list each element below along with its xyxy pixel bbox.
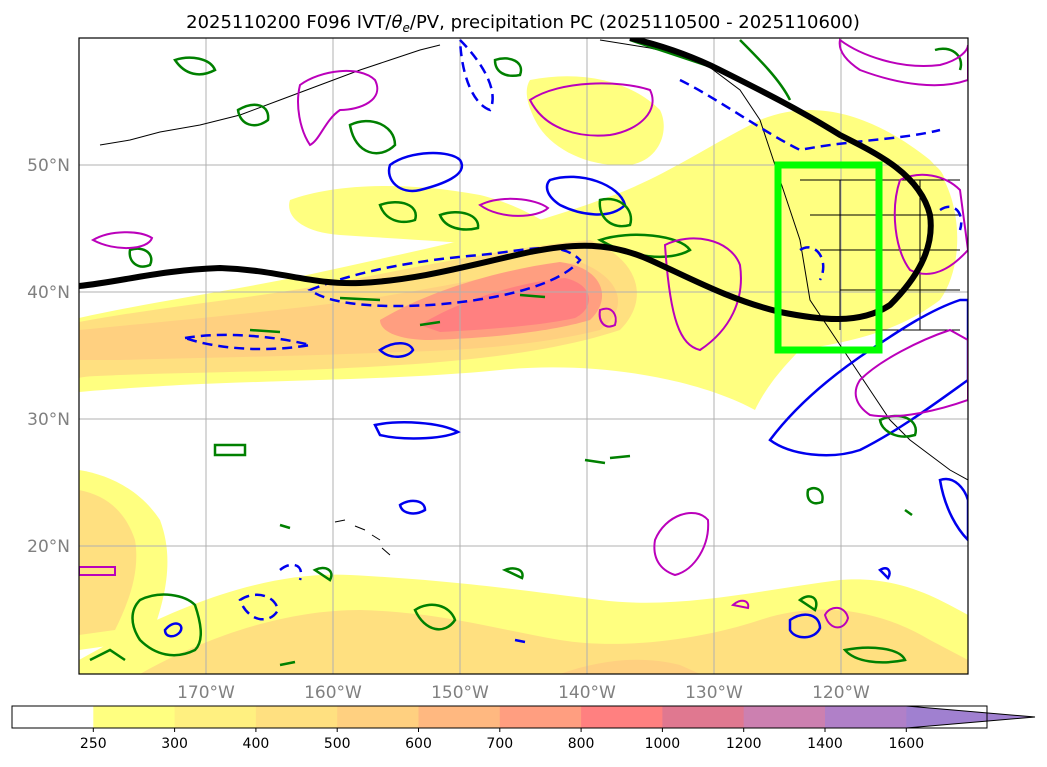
figure-title: 2025110200 F096 IVT/θe/PV, precipitation…	[186, 12, 860, 35]
colorbar-tick-label: 1000	[645, 736, 681, 752]
theta-e-contours	[163, 151, 968, 644]
lon-label: 140°W	[558, 683, 616, 703]
lon-label: 120°W	[812, 683, 870, 703]
lon-label: 160°W	[304, 683, 362, 703]
colorbar-tick-label: 1200	[726, 736, 762, 752]
colorbar-segment	[174, 706, 257, 728]
colorbar-tick-label: 500	[324, 736, 351, 752]
colorbar-tick-label: 1400	[807, 736, 843, 752]
colorbar-segment	[581, 706, 663, 728]
lat-label: 50°N	[27, 156, 70, 176]
colorbar-segment	[418, 706, 501, 728]
jet-axis-line	[79, 38, 934, 322]
lat-labels: 50°N 40°N 30°N 20°N	[27, 156, 70, 557]
colorbar-segment	[499, 706, 582, 728]
lon-labels: 170°W 160°W 150°W 140°W 130°W 120°W	[177, 683, 870, 703]
colorbar-segment	[93, 706, 176, 728]
highlight-box	[774, 161, 883, 354]
colorbar-segment	[662, 706, 745, 728]
graticule	[79, 38, 968, 674]
colorbar-extend-arrow	[906, 705, 1036, 729]
ivt-shading	[79, 76, 968, 674]
lon-label: 170°W	[177, 683, 235, 703]
colorbar-tick-label: 800	[568, 736, 595, 752]
colorbar-segment	[337, 706, 419, 728]
lon-label: 130°W	[685, 683, 743, 703]
colorbar-ticks: 250 300 400 500 600 700 800 1000 1200 1400 1600	[80, 728, 924, 752]
colorbar-segment	[825, 706, 907, 728]
colorbar: 250 300 400 500 600 700 800 1000 1200 1400 1600	[11, 705, 1036, 752]
colorbar-tick-label: 1600	[888, 736, 924, 752]
colorbar-segment	[12, 706, 94, 728]
colorbar-tick-label: 600	[405, 736, 432, 752]
colorbar-tick-label: 300	[161, 736, 188, 752]
map-panel	[79, 38, 968, 674]
colorbar-segment	[743, 706, 826, 728]
colorbar-segment	[255, 706, 338, 728]
colorbar-segments	[12, 706, 907, 728]
precip-contours	[79, 38, 968, 629]
lat-label: 40°N	[27, 283, 70, 303]
lon-label: 150°W	[431, 683, 489, 703]
lat-label: 20°N	[27, 537, 70, 557]
theta-e-dashed-contours	[184, 39, 963, 621]
lat-label: 30°N	[27, 410, 70, 430]
colorbar-tick-label: 400	[243, 736, 270, 752]
colorbar-tick-label: 250	[80, 736, 107, 752]
colorbar-tick-label: 700	[486, 736, 513, 752]
map-frame	[78, 37, 969, 675]
